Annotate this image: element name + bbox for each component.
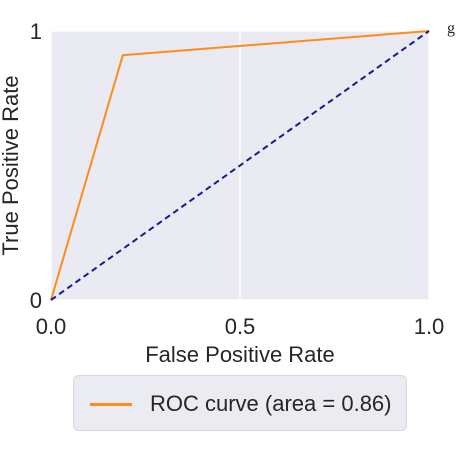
roc-chart: g 0.0 0.5 1.0 01 False Positive Rate True … [0,19,455,367]
legend-roc-label: ROC curve (area = 0.86) [150,391,392,416]
diagonal-reference-line [50,30,430,301]
y-tick-labels: 01 [30,19,42,313]
header-fragment: g [447,20,455,37]
legend: ROC curve (area = 0.86) [73,375,407,431]
roc-curve-line [50,30,430,301]
series-group [50,30,430,301]
y-tick-label: 1 [30,19,42,44]
x-tick-label: 0.5 [225,314,256,339]
legend-roc-swatch [90,403,132,406]
x-tick-label: 0.0 [36,314,67,339]
x-axis-label: False Positive Rate [145,342,335,367]
x-tick-labels: 0.0 0.5 1.0 [36,314,445,339]
y-tick-label: 0 [30,288,42,313]
x-tick-label: 1.0 [414,314,445,339]
y-axis-label: True Positive Rate [0,75,23,255]
